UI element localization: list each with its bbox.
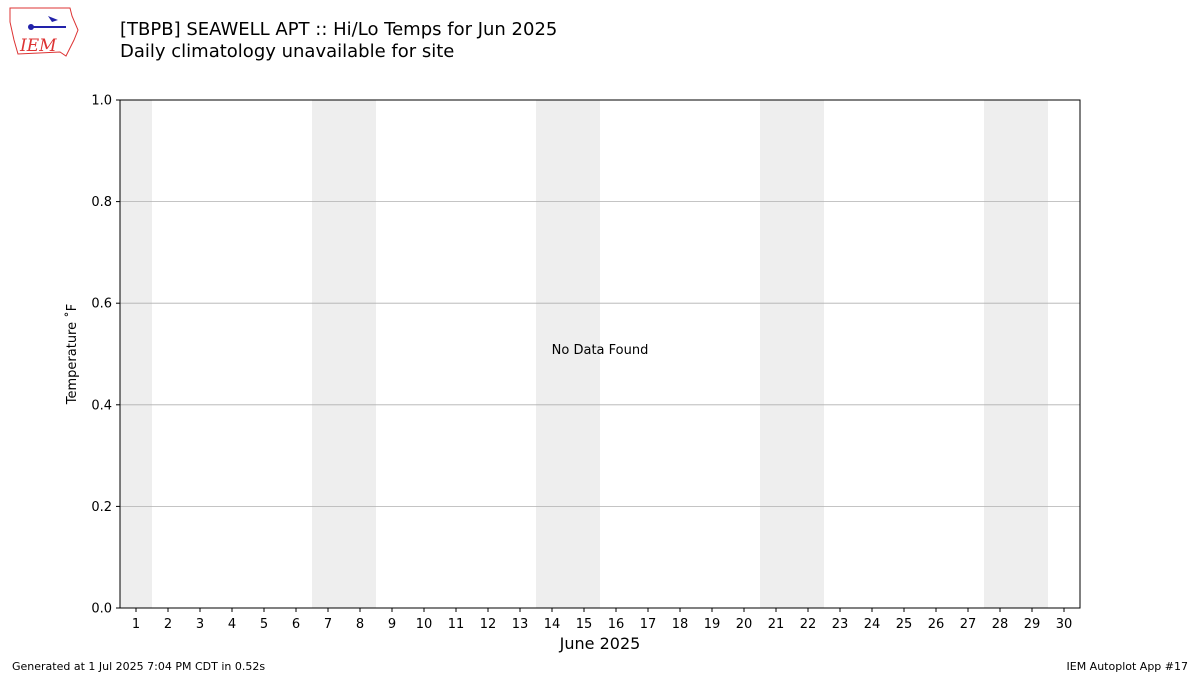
x-tick-label: 8 [356, 617, 364, 632]
x-tick-label: 2 [164, 617, 172, 632]
x-tick-label: 7 [324, 617, 332, 632]
x-tick-label: 1 [132, 617, 140, 632]
x-tick-label: 16 [608, 617, 625, 632]
x-tick-label: 9 [388, 617, 396, 632]
x-tick-label: 12 [480, 617, 497, 632]
x-tick-label: 4 [228, 617, 236, 632]
x-tick-label: 5 [260, 617, 268, 632]
x-tick-label: 10 [416, 617, 433, 632]
plot-frame [119, 99, 1081, 609]
logo-dot [28, 24, 34, 30]
x-tick-label: 29 [1024, 617, 1041, 632]
y-axis-label: Temperature ˚F [64, 304, 80, 405]
weekend-shade [312, 100, 376, 608]
x-tick-label: 21 [768, 617, 785, 632]
x-tick-label: 24 [864, 617, 881, 632]
y-tick-label: 0.8 [91, 195, 112, 210]
y-tick-label: 0.0 [91, 602, 112, 617]
x-tick-label: 17 [640, 617, 657, 632]
x-tick-label: 18 [672, 617, 689, 632]
x-tick-label: 6 [292, 617, 300, 632]
chart-title: [TBPB] SEAWELL APT :: Hi/Lo Temps for Ju… [120, 19, 557, 40]
x-tick-label: 27 [960, 617, 977, 632]
x-tick-label: 14 [544, 617, 561, 632]
weekend-shade [984, 100, 1048, 608]
x-tick-label: 30 [1056, 617, 1073, 632]
x-tick-label: 23 [832, 617, 849, 632]
y-tick-label: 0.4 [91, 398, 112, 413]
annotation: No Data Found [552, 343, 649, 358]
x-tick-label: 13 [512, 617, 529, 632]
footer-left: Generated at 1 Jul 2025 7:04 PM CDT in 0… [12, 660, 265, 673]
x-tick-label: 22 [800, 617, 817, 632]
x-tick-label: 15 [576, 617, 593, 632]
x-tick-label: 25 [896, 617, 913, 632]
x-tick-label: 11 [448, 617, 465, 632]
logo-outline [9, 7, 79, 57]
x-tick-label: 19 [704, 617, 721, 632]
weekend-shade [120, 100, 152, 608]
logo-flag [48, 16, 58, 22]
x-tick-label: 3 [196, 617, 204, 632]
y-tick-label: 0.6 [91, 297, 112, 312]
x-tick-label: 28 [992, 617, 1009, 632]
y-tick-label: 0.2 [91, 500, 112, 515]
x-axis-label: June 2025 [559, 634, 641, 653]
y-tick-label: 1.0 [91, 94, 112, 109]
x-tick-label: 20 [736, 617, 753, 632]
chart-subtitle: Daily climatology unavailable for site [120, 41, 454, 62]
plot-area: 0.00.20.40.60.81.01 2 3 4 5 6 7 8 9 10 11 12 13 14 15 1… [64, 94, 1081, 653]
footer-right: IEM Autoplot App #17 [1067, 660, 1189, 673]
logo-text: IEM [19, 36, 57, 56]
x-tick-label: 26 [928, 617, 945, 632]
weekend-shade [760, 100, 824, 608]
logo: IEM [9, 7, 79, 57]
weekend-shade [536, 100, 600, 608]
